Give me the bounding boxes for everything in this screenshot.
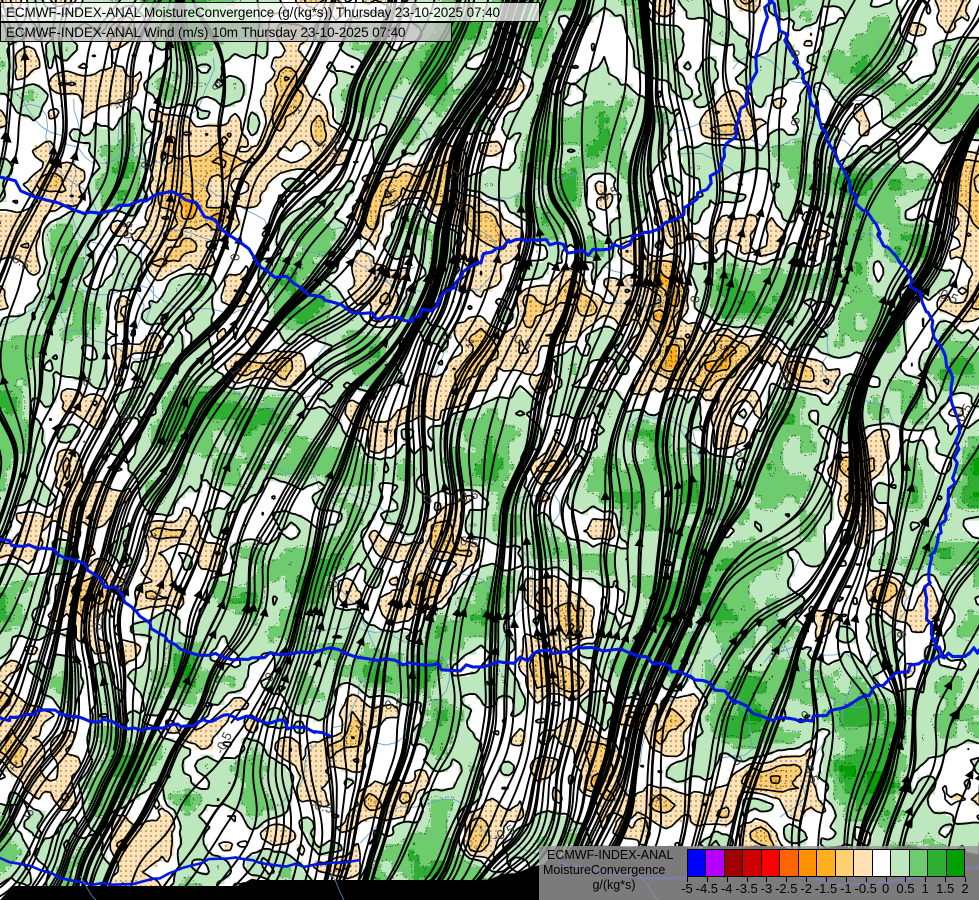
colorbar-tick-label: -0.5	[854, 881, 877, 896]
colorbar-swatch-9	[854, 850, 873, 876]
colorbar-swatch-8	[835, 850, 855, 876]
colorbar-tick-mark	[706, 877, 708, 882]
colorbar-tick-mark	[687, 877, 688, 882]
colorbar-tick-label: -2.5	[775, 881, 798, 896]
colorbar-swatch-7	[817, 850, 836, 876]
colorbar-swatch-13	[928, 850, 947, 876]
colorbar-swatch-2	[724, 850, 744, 876]
colorbar-swatch-12	[909, 850, 929, 876]
colorbar-tick-label: -5	[681, 881, 693, 896]
colorbar-swatch-5	[780, 850, 799, 876]
colorbar-swatches	[687, 849, 965, 877]
colorbar-tick-mark	[925, 877, 927, 882]
colorbar-swatch-14	[946, 850, 965, 876]
map-title-moisture-convergence: ECMWF-INDEX-ANAL MoistureConvergence (g/…	[0, 2, 540, 22]
colorbar-tick-mark	[806, 877, 808, 882]
colorbar-tick-mark	[826, 877, 827, 882]
colorbar-tick-label: -2	[800, 881, 812, 896]
legend-units-label: g/(kg*s)	[592, 878, 636, 892]
colorbar-tick-mark	[905, 877, 907, 882]
colorbar-tick-mark	[766, 877, 768, 882]
colorbar-tick-label: 1.5	[936, 881, 955, 896]
colorbar-swatch-11	[891, 850, 910, 876]
colorbar-tick-mark	[885, 877, 887, 882]
colorbar-tick-label: -1.5	[814, 881, 838, 896]
colorbar-swatch-4	[761, 850, 781, 876]
colorbar-swatch-6	[798, 850, 818, 876]
colorbar-tick-label: 2	[961, 881, 969, 896]
colorbar-swatch-10	[872, 850, 892, 876]
map-title-wind: ECMWF-INDEX-ANAL Wind (m/s) 10m Thursday…	[0, 22, 452, 42]
colorbar-tick-mark	[746, 877, 748, 882]
colorbar-tick-labels: -5 -4.5 -4 -3.5 -3 -2.5 -2 -1.5 -1 -0.5 0 0.5 1 1.5 2	[681, 877, 969, 897]
colorbar-tick-label: -3.5	[735, 881, 758, 896]
colorbar-tick-mark	[965, 877, 966, 882]
colorbar-swatch-0	[688, 850, 707, 876]
colorbar-tick-mark	[845, 877, 847, 882]
colorbar-tick-label: 0	[881, 881, 890, 896]
colorbar-tick-label: -4.5	[695, 881, 719, 896]
legend-text-block: ECMWF-INDEX-ANAL MoistureConvergence g/(…	[539, 848, 689, 898]
colorbar-tick-label: -3	[760, 881, 773, 896]
colorbar-tick-mark	[945, 877, 947, 882]
colorbar-tick-mark	[865, 877, 867, 882]
colorbar-swatch-1	[706, 850, 725, 876]
legend-source-label: ECMWF-INDEX-ANAL	[547, 848, 674, 862]
colorbar-tick-mark	[786, 877, 788, 882]
colorbar-tick-mark	[726, 877, 728, 882]
colorbar-tick-label: 0.5	[896, 881, 915, 896]
colorbar-tick-label: -4	[720, 881, 733, 896]
legend-parameter-label: MoistureConvergence	[543, 863, 666, 877]
colorbar-swatch-3	[743, 850, 762, 876]
colorbar-tick-label: -1	[840, 881, 852, 896]
colorbar-legend: ECMWF-INDEX-ANAL MoistureConvergence g/(…	[539, 846, 979, 900]
colorbar-tick-label: 1	[921, 881, 929, 896]
